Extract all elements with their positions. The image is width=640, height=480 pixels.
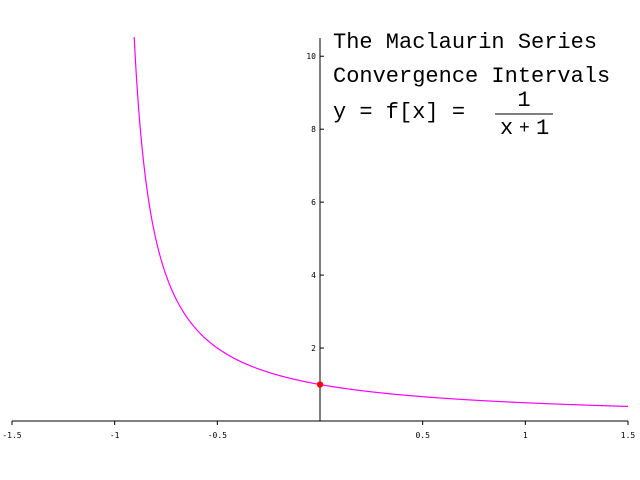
formula-denominator-left: x (500, 116, 513, 141)
x-tick-label: 0.5 (415, 431, 430, 440)
highlight-point (316, 381, 324, 388)
points (316, 381, 324, 388)
series-line-f (133, 37, 629, 408)
x-tick-label: -1 (110, 431, 120, 440)
title-line-1: The Maclaurin Series (333, 30, 597, 55)
y-tick-label: 8 (311, 125, 316, 134)
formula-denominator-op: + (519, 119, 530, 139)
formula-numerator: 1 (517, 88, 530, 113)
x-tick-label: 1.5 (621, 431, 636, 440)
axes (12, 38, 628, 422)
y-tick-label: 6 (311, 198, 316, 207)
formula-lhs: y = f[x] = (333, 100, 465, 125)
formula-denominator-right: 1 (536, 116, 549, 141)
x-tick-label: -1.5 (2, 431, 21, 440)
y-tick-label: 4 (311, 271, 316, 280)
y-tick-label: 10 (306, 52, 316, 61)
ticks: -1.5 -1 -0.5 0.5 1 1.5 2 4 6 8 10 (2, 52, 635, 440)
y-tick-label: 2 (311, 344, 316, 353)
title-line-2: Convergence Intervals (333, 64, 610, 89)
x-tick-label: -0.5 (208, 431, 227, 440)
title-block: The Maclaurin Series Convergence Interva… (333, 30, 610, 141)
x-tick-label: 1 (523, 431, 528, 440)
